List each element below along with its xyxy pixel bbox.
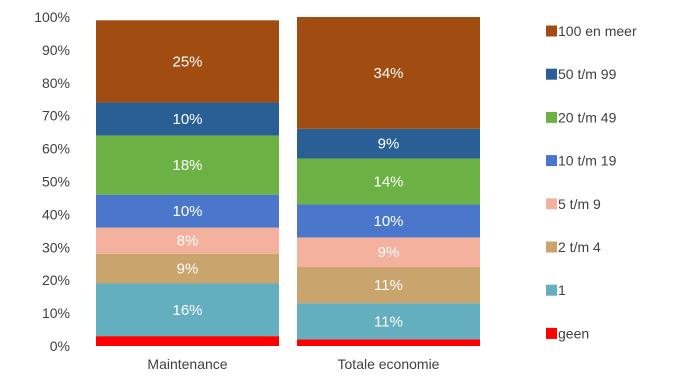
data-label: 9%: [378, 136, 400, 153]
data-label: 34%: [373, 65, 403, 82]
bar-segment: [297, 303, 480, 340]
x-tick-label: Totale economie: [338, 356, 440, 372]
data-label: 9%: [177, 261, 199, 278]
data-label: 10%: [373, 213, 403, 230]
data-label: 10%: [172, 203, 202, 220]
bar-segment: [297, 204, 480, 238]
bars: 16% 9% 8% 10% 18% 10% 25% 11% 11% 9% 10% 14% 9% 34%: [96, 17, 480, 346]
y-tick-label: 50%: [42, 174, 70, 190]
legend-swatch: [546, 241, 557, 253]
bar-segment: [96, 253, 279, 284]
legend-label: 1: [558, 282, 566, 298]
legend-label: 50 t/m 99: [558, 66, 617, 82]
data-label: 9%: [378, 244, 400, 261]
legend-swatch: [546, 68, 557, 80]
y-axis: 0% 10% 20% 30% 40% 50% 60% 70% 80% 90% 100%: [34, 9, 70, 354]
legend-label: 10 t/m 19: [558, 153, 617, 169]
data-label: 25%: [172, 53, 202, 70]
data-label: 11%: [374, 313, 403, 330]
data-label: 18%: [172, 157, 202, 174]
data-label: 11%: [374, 277, 403, 294]
x-axis: Maintenance Totale economie: [147, 356, 439, 372]
data-label: 14%: [373, 174, 403, 191]
bar-segment: [96, 283, 279, 337]
bar-segment: [96, 102, 279, 136]
bar-segment: [297, 267, 480, 304]
y-tick-label: 60%: [42, 141, 70, 157]
data-label: 16%: [172, 302, 202, 319]
bar-segment: [297, 237, 480, 268]
y-tick-label: 10%: [42, 305, 70, 321]
bar-segment: [96, 20, 279, 103]
legend-swatch: [546, 111, 557, 123]
legend-swatch: [546, 25, 557, 37]
legend-swatch: [546, 327, 557, 339]
y-tick-label: 40%: [42, 206, 70, 222]
legend-swatch: [546, 198, 557, 210]
legend-label: geen: [558, 325, 589, 341]
y-tick-label: 80%: [42, 75, 70, 91]
data-label: 8%: [177, 233, 199, 250]
legend-label: 5 t/m 9: [558, 196, 601, 212]
y-tick-label: 20%: [42, 272, 70, 288]
data-label: 10%: [172, 111, 202, 128]
legend-label: 100 en meer: [558, 23, 637, 39]
bar-segment: [96, 336, 279, 346]
bar-segment: [96, 194, 279, 228]
x-tick-label: Maintenance: [147, 356, 227, 372]
bar-segment: [297, 17, 480, 129]
legend-swatch: [546, 284, 557, 296]
legend-label: 20 t/m 49: [558, 109, 617, 125]
y-tick-label: 100%: [34, 9, 70, 25]
bar-segment: [96, 135, 279, 195]
bar-segment: [297, 158, 480, 205]
bar-segment: [297, 339, 480, 346]
legend: 100 en meer 50 t/m 99 20 t/m 49 10 t/m 19 5 …: [546, 23, 637, 341]
y-tick-label: 70%: [42, 108, 70, 124]
y-tick-label: 0%: [50, 338, 70, 354]
legend-swatch: [546, 155, 557, 167]
y-tick-label: 30%: [42, 239, 70, 255]
y-tick-label: 90%: [42, 42, 70, 58]
bar-segment: [297, 128, 480, 159]
bar-segment: [96, 227, 279, 254]
legend-label: 2 t/m 4: [558, 239, 601, 255]
